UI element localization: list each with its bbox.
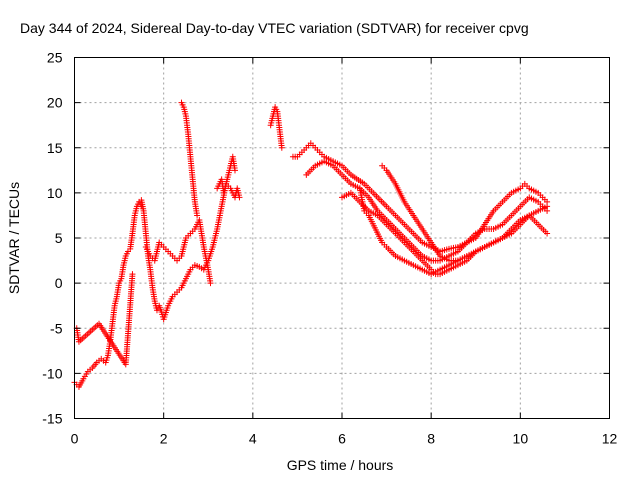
x-axis-ticks: 0 2 4 6 8 10 12 <box>71 57 618 447</box>
x-axis-label: GPS time / hours <box>287 457 394 473</box>
y-tick-label: 25 <box>47 50 63 66</box>
y-tick-label: 0 <box>55 275 63 291</box>
data-point-marker <box>129 271 136 278</box>
data-point-marker <box>278 144 285 151</box>
x-tick-label: 8 <box>427 431 435 447</box>
data-points <box>71 99 551 390</box>
data-point-marker <box>232 167 238 174</box>
y-axis-ticks: -15 -10 -5 0 5 10 15 20 25 <box>42 50 610 427</box>
y-tick-label: -15 <box>42 411 62 427</box>
data-point-marker <box>544 203 551 210</box>
x-tick-label: 12 <box>602 431 618 447</box>
x-tick-label: 10 <box>513 431 529 447</box>
data-point-marker <box>544 230 551 237</box>
x-tick-label: 4 <box>249 431 257 447</box>
x-tick-label: 0 <box>71 431 79 447</box>
y-tick-label: -10 <box>42 365 62 381</box>
x-tick-label: 6 <box>338 431 346 447</box>
data-point-marker <box>236 194 243 201</box>
grid-lines <box>74 57 610 419</box>
data-point-marker <box>454 257 461 264</box>
y-tick-label: -5 <box>50 320 63 336</box>
y-tick-label: 15 <box>47 140 63 156</box>
y-tick-label: 10 <box>47 185 63 201</box>
y-tick-label: 20 <box>47 95 63 111</box>
data-point-marker <box>207 280 214 287</box>
y-axis-label: SDTVAR / TECUs <box>6 182 22 294</box>
x-tick-label: 2 <box>160 431 168 447</box>
data-point-marker <box>194 212 201 219</box>
y-tick-label: 5 <box>55 230 63 246</box>
chart-title: Day 344 of 2024, Sidereal Day-to-day VTE… <box>20 20 529 36</box>
